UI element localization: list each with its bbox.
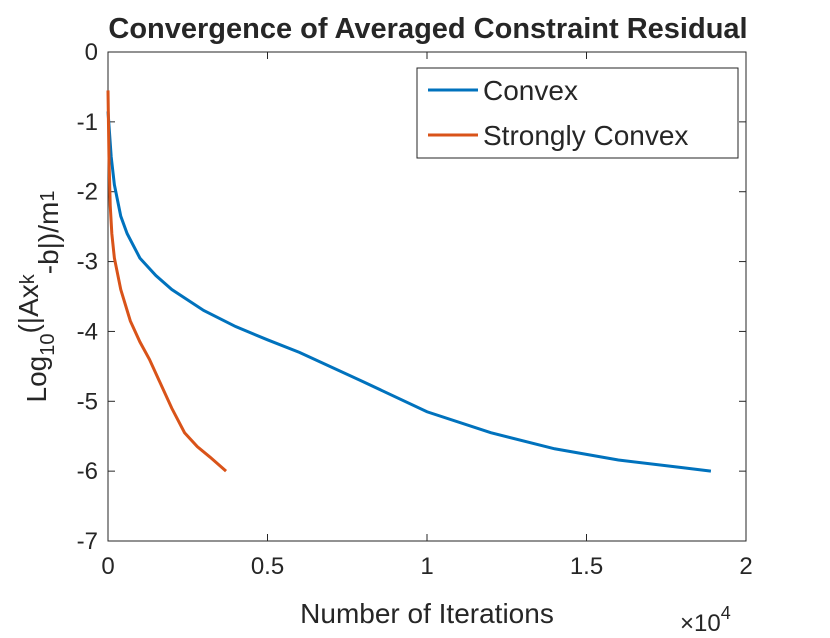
x-multiplier: ×104 — [680, 603, 731, 637]
legend-label: Convex — [483, 75, 578, 106]
multiplier-exponent: 4 — [721, 603, 731, 623]
legend-box — [416, 67, 739, 159]
y-label-part: -b|)/m — [33, 202, 64, 275]
chart-title: Convergence of Averaged Constraint Resid… — [108, 13, 747, 45]
y-tick-label: -5 — [77, 388, 98, 415]
x-tick-label: 0 — [101, 553, 114, 580]
x-axis-label: Number of Iterations — [300, 598, 554, 629]
y-tick-label: -4 — [77, 318, 98, 345]
y-tick-label: -2 — [77, 179, 98, 206]
x-tick-label: 1.5 — [570, 553, 603, 580]
legend-label: Strongly Convex — [483, 120, 688, 151]
series-line — [106, 90, 228, 473]
y-label-part: Log — [21, 356, 52, 403]
x-tick-label: 1 — [420, 553, 433, 580]
y-tick-label: -1 — [77, 109, 98, 136]
y-label-part: 10 — [37, 334, 59, 356]
multiplier-base: ×10 — [680, 610, 721, 637]
y-tick-label: -6 — [77, 458, 98, 485]
y-label-part: k — [17, 273, 39, 284]
y-label-part: 1 — [37, 191, 59, 202]
y-tick-label: -3 — [77, 249, 98, 276]
x-tick-label: 0.5 — [251, 553, 284, 580]
y-label-part: (|Ax — [13, 284, 44, 333]
y-tick-label: 0 — [85, 39, 98, 66]
y-tick-label: -7 — [77, 528, 98, 555]
x-tick-label: 2 — [739, 553, 752, 580]
y-axis-label: Log10(|Axk-b|)/m1 — [13, 191, 64, 403]
series-line — [106, 111, 712, 473]
